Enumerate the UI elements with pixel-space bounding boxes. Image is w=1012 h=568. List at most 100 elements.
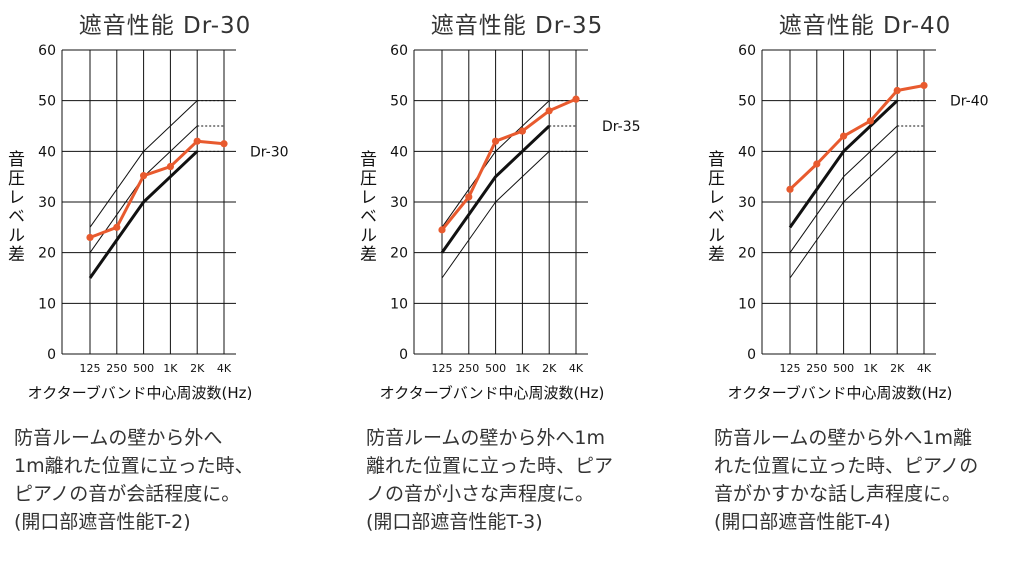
reference-curve [89,100,198,228]
x-tick-label: 125 [780,362,801,375]
y-tick-label: 50 [738,94,756,110]
measured-point [166,162,174,171]
y-tick-label: 50 [38,94,56,110]
y-axis-label: 音圧レベル差 [356,150,377,264]
y-tick-label: 20 [38,246,56,262]
description-line: 離れた位置に立った時、ピア [366,455,614,477]
y-tick-label: 0 [47,347,56,363]
chart-panel: 遮音性能 Dr-35 0 10 20 30 40 50 60 125 250 500 1K 2K 4K 音圧… [352,0,682,568]
measured-point [840,132,848,140]
chart-title: 遮音性能 Dr-35 [430,13,604,39]
measured-point [866,117,874,125]
x-tick-label: 1K [163,362,178,375]
x-tick-label: 500 [133,362,154,375]
x-tick-label: 250 [106,362,127,375]
x-axis-label: オクターブバンド中心周波数(Hz) [728,384,953,402]
measured-point [813,160,821,168]
description-line: ピアノの音が会話程度に。 [14,483,241,505]
y-tick-label: 20 [390,246,408,262]
description-line: 防音ルームの壁から外へ [14,427,223,449]
measured-point [545,107,553,115]
y-tick-label: 0 [747,347,756,363]
description-line: れた位置に立った時、ピアノの [714,455,979,477]
description-line: ノの音が小さな声程度に。 [366,483,595,505]
description-line: 音がかすかな話し声程度に。 [714,483,962,505]
y-tick-label: 40 [738,144,756,160]
measured-point [786,185,794,193]
description-line: (開口部遮音性能T-4) [714,511,891,533]
reference-curve-highlight [788,99,899,229]
description-line: 防音ルームの壁から外へ1m [366,427,606,449]
y-tick-label: 10 [738,296,756,312]
chart-description: 防音ルームの壁から外へ1m 離れた位置に立った時、ピア ノの音が小さな声程度に。 (開… [366,424,686,536]
measured-point [920,81,928,90]
measured-point [220,140,228,148]
x-tick-label: 250 [458,362,479,375]
chart-title: 遮音性能 Dr-40 [778,13,952,39]
y-tick-label: 40 [38,144,56,160]
y-tick-label: 60 [738,43,756,59]
x-tick-label: 250 [806,362,827,375]
y-tick-label: 30 [390,195,408,211]
reference-curve-highlight [440,124,551,254]
reference-curve [441,150,550,279]
measured-point [86,233,94,242]
x-tick-label: 2K [890,362,905,375]
x-tick-label: 1K [515,362,530,375]
y-tick-label: 30 [738,195,756,211]
measured-point [572,95,580,103]
measured-line [788,83,925,191]
y-tick-label: 50 [390,94,408,110]
x-tick-label: 4K [569,362,584,375]
measured-point [893,86,901,95]
y-tick-label: 60 [390,43,408,59]
y-tick-label: 20 [738,246,756,262]
chart-svg: 0 10 20 30 40 50 60 125 250 500 1K 2K 4K 音圧レベル差オクターブバ… [4,43,289,402]
y-tick-label: 0 [399,347,408,363]
y-tick-label: 10 [38,296,56,312]
x-tick-label: 125 [80,362,101,375]
measured-point [465,193,473,201]
curve-label: Dr-40 [950,94,989,110]
description-line: (開口部遮音性能T-3) [366,511,543,533]
x-tick-label: 2K [190,362,205,375]
y-tick-label: 40 [390,144,408,160]
x-axis-label: オクターブバンド中心周波数(Hz) [380,384,605,402]
description-line: 防音ルームの壁から外へ1m離 [714,427,973,449]
x-tick-label: 4K [217,362,232,375]
x-tick-label: 500 [833,362,854,375]
reference-curve [789,150,898,279]
curve-label: Dr-30 [250,144,289,160]
measured-line [440,97,577,231]
reference-curve [789,125,898,253]
reference-curve-highlight [88,150,199,279]
x-tick-label: 2K [542,362,557,375]
curve-label: Dr-35 [602,119,641,135]
measured-point [438,226,446,234]
measured-line [89,139,225,239]
y-axis-label: 音圧レベル差 [704,150,725,264]
x-tick-label: 1K [863,362,878,375]
y-tick-label: 30 [38,195,56,211]
chart-svg: 0 10 20 30 40 50 60 125 250 500 1K 2K 4K 音圧レベル差オクターブバ… [356,43,641,402]
chart-title: 遮音性能 Dr-30 [78,13,252,39]
chart-panel: 遮音性能 Dr-30 0 10 20 30 40 50 60 125 250 500 1K 2K 4K 音圧… [0,0,330,568]
y-tick-label: 60 [38,43,56,59]
y-tick-label: 10 [390,296,408,312]
chart-svg: 0 10 20 30 40 50 60 125 250 500 1K 2K 4K 音圧レベル差オクターブバ… [704,43,989,402]
x-tick-label: 125 [432,362,453,375]
reference-curve [441,100,550,228]
measured-point [140,172,148,180]
measured-point [492,137,500,145]
chart-description: 防音ルームの壁から外へ 1m離れた位置に立った時、 ピアノの音が会話程度に。 (開口部… [14,424,334,536]
chart-panel: 遮音性能 Dr-40 0 10 20 30 40 50 60 125 250 500 1K 2K 4K 音圧… [700,0,1012,568]
x-tick-label: 4K [917,362,932,375]
x-tick-label: 500 [485,362,506,375]
measured-point [518,127,526,135]
description-line: 1m離れた位置に立った時、 [14,455,254,477]
x-axis-label: オクターブバンド中心周波数(Hz) [28,384,253,402]
description-line: (開口部遮音性能T-2) [14,511,191,533]
y-axis-label: 音圧レベル差 [4,150,25,264]
measured-point [193,137,201,145]
chart-description: 防音ルームの壁から外へ1m離 れた位置に立った時、ピアノの 音がかすかな話し声程度に… [714,424,1012,536]
